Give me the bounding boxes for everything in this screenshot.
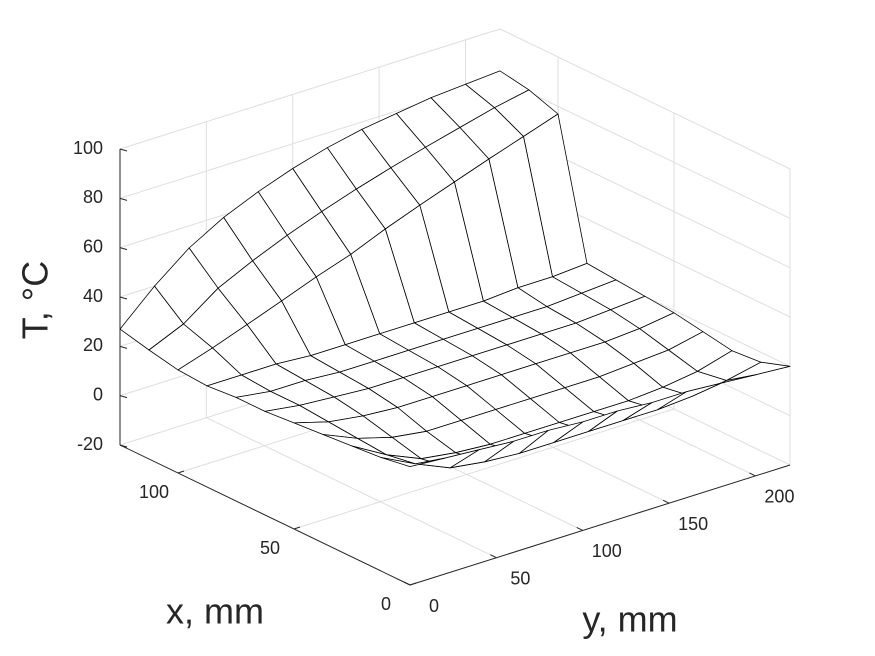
z-tick [119,444,128,448]
x-tick [409,582,417,586]
z-tick [119,247,128,251]
z-tick-label: 40 [83,286,103,306]
z-tick-label: 60 [83,236,103,256]
z-tick-label: 80 [83,187,103,207]
z-tick [119,197,128,201]
z-tick [119,345,128,349]
y-axis-line [409,464,791,586]
z-axis-label: T, °C [15,261,56,339]
y-axis-label: y, mm [582,599,677,640]
x-tick-label: 100 [139,482,169,502]
y-tick-label: 100 [592,541,622,561]
mesh [119,70,791,469]
y-tick [490,554,497,559]
z-tick-label: 20 [83,335,103,355]
x-axis-label: x, mm [166,591,264,632]
z-tick [119,395,128,399]
z-tick-label: 100 [73,138,103,158]
grid-line [293,408,675,530]
y-tick [403,581,411,586]
z-tick [119,148,128,152]
z-tick-label: 0 [93,384,103,404]
x-tick-label: 0 [381,594,391,614]
x-tick-label: 50 [260,538,280,558]
axes: 0 50 100 0 50 100 150 200 -20 0 20 40 60 80 100 [73,138,795,616]
z-tick [119,296,128,300]
y-tick [662,499,670,504]
grid-line [499,28,791,170]
y-tick [749,472,756,477]
z-tick-label: -20 [77,434,103,454]
y-tick-label: 200 [764,487,794,507]
y-tick [576,527,583,531]
grid-line [119,28,501,150]
grid-line [499,77,791,219]
y-tick-label: 0 [429,596,439,616]
mesh-cell [380,457,445,468]
y-tick-label: 50 [510,568,530,588]
grid-line [206,417,497,559]
y-tick-label: 150 [678,514,708,534]
x-tick [293,526,301,530]
x-axis-line [119,444,411,586]
x-tick [177,470,185,474]
